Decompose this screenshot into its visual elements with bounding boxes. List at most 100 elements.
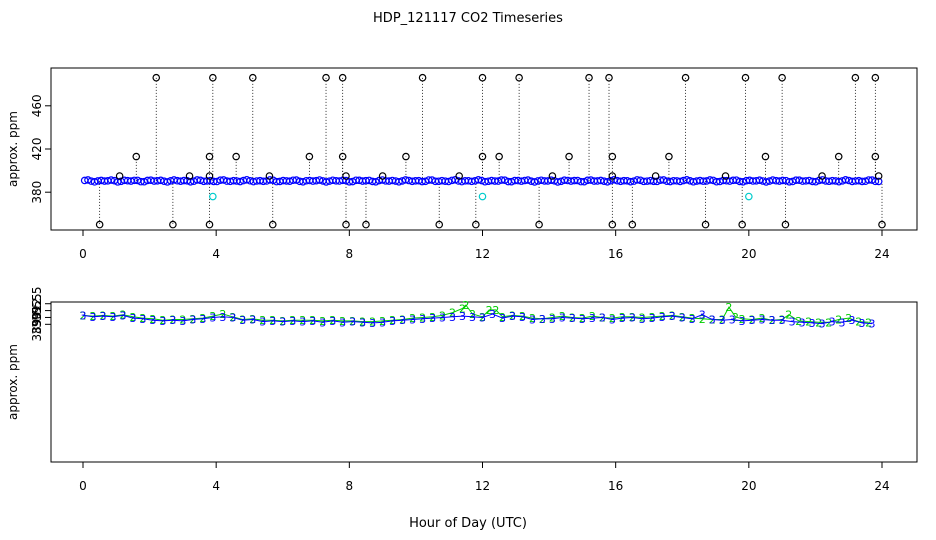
series-point-2: 2 <box>459 303 466 316</box>
baseline-point <box>524 176 532 184</box>
spike-point <box>378 172 387 180</box>
spike-point <box>169 220 177 229</box>
series-point-3: 3 <box>499 312 506 325</box>
spike-point <box>665 152 673 161</box>
series-point-3: 3 <box>619 312 626 325</box>
spike-point <box>115 172 124 180</box>
series-point-3: 3 <box>659 311 666 324</box>
y-tick-label: 392.5 <box>30 287 44 321</box>
baseline-point <box>682 176 691 184</box>
series-point-3: 3 <box>369 317 376 330</box>
series-point-3: 3 <box>299 316 306 329</box>
series-point-3: 3 <box>819 318 826 331</box>
series-point-3: 3 <box>199 313 206 326</box>
series-point-3: 3 <box>329 315 336 328</box>
baseline-point <box>706 176 714 184</box>
series-point-2: 2 <box>619 311 626 324</box>
spike-point <box>95 220 104 229</box>
series-point-2: 2 <box>795 315 802 328</box>
series-point-3: 3 <box>609 314 616 327</box>
series-line-2 <box>82 304 869 323</box>
series-point-3: 3 <box>809 317 816 330</box>
series-point-2: 2 <box>732 311 739 324</box>
series-point-3: 3 <box>379 316 386 329</box>
y-tick-label: 390.5 <box>30 300 44 334</box>
series-point-2: 2 <box>815 316 822 329</box>
series-line-3 <box>82 313 873 325</box>
baseline-point <box>835 177 843 186</box>
spike-point <box>205 172 214 180</box>
series-point-3: 3 <box>129 312 136 325</box>
series-point-3: 3 <box>759 314 766 327</box>
series-point-2: 2 <box>439 309 446 322</box>
series-point-3: 3 <box>639 313 646 326</box>
series-point-3: 3 <box>599 311 606 324</box>
baseline-point <box>755 176 764 184</box>
series-point-2: 2 <box>759 312 766 325</box>
series-point-2: 2 <box>845 312 852 325</box>
baseline-point <box>603 178 612 186</box>
spike-point <box>478 73 487 82</box>
bottom-plot-frame <box>50 301 918 463</box>
spike-point <box>338 152 347 161</box>
series-point-3: 3 <box>189 314 196 327</box>
series-point-2: 2 <box>339 315 346 328</box>
baseline-point <box>871 177 880 186</box>
series-point-2: 2 <box>369 316 376 329</box>
spike-point <box>478 192 487 201</box>
baseline-point <box>163 178 172 186</box>
spike-point <box>342 220 350 229</box>
spike-point <box>209 73 217 82</box>
series-point-3: 3 <box>269 315 276 328</box>
spike-point <box>515 73 523 82</box>
top-y-ticks: 380 420 460 <box>30 94 51 204</box>
series-point-3: 3 <box>139 313 146 326</box>
spike-point <box>741 73 750 82</box>
series-point-3: 3 <box>419 313 426 326</box>
baseline-point <box>812 177 820 186</box>
series-point-3: 3 <box>579 313 586 326</box>
spike-point <box>342 172 350 180</box>
spike-point <box>585 73 593 82</box>
series-point-3: 3 <box>859 317 866 330</box>
series-point-2: 2 <box>129 311 136 324</box>
spike-point <box>495 152 503 161</box>
series-point-3: 3 <box>149 314 156 327</box>
top-panel: approx. ppm 0 4 8 12 16 20 24 380 420 460 <box>6 67 918 261</box>
series-point-3: 3 <box>109 311 116 324</box>
series-point-2: 2 <box>529 312 536 325</box>
series-point-3: 3 <box>749 314 756 327</box>
series-point-3: 3 <box>349 316 356 329</box>
baseline-point <box>553 178 562 186</box>
series-point-3: 3 <box>729 314 736 327</box>
series-point-3: 3 <box>679 311 686 324</box>
series-point-3: 3 <box>389 315 396 328</box>
x-tick-label: 16 <box>608 247 623 261</box>
series-point-3: 3 <box>239 314 246 327</box>
series-point-2: 2 <box>709 314 716 327</box>
spike-point <box>628 220 637 229</box>
baseline-point <box>547 176 555 184</box>
series-point-3: 3 <box>319 316 326 329</box>
x-tick-label: 12 <box>475 479 490 493</box>
spike-point <box>435 220 444 229</box>
series-point-3: 3 <box>779 314 786 327</box>
figure-title: HDP_121117 CO2 Timeseries <box>373 11 563 26</box>
series-point-2: 2 <box>462 299 469 312</box>
series-point-3: 3 <box>459 310 466 323</box>
series-point-3: 3 <box>409 314 416 327</box>
series-point-3: 3 <box>539 313 546 326</box>
x-tick-label: 20 <box>741 247 756 261</box>
series-point-2: 2 <box>609 312 616 325</box>
series-point-2: 2 <box>865 316 872 329</box>
series-point-2: 2 <box>639 311 646 324</box>
x-tick-label: 4 <box>212 479 220 493</box>
series-point-3: 3 <box>89 311 96 324</box>
spike-point <box>305 152 314 161</box>
x-tick-label: 20 <box>741 479 756 493</box>
series-point-2: 2 <box>379 315 386 328</box>
x-tick-label: 4 <box>212 247 220 261</box>
series-point-3: 3 <box>339 316 346 329</box>
